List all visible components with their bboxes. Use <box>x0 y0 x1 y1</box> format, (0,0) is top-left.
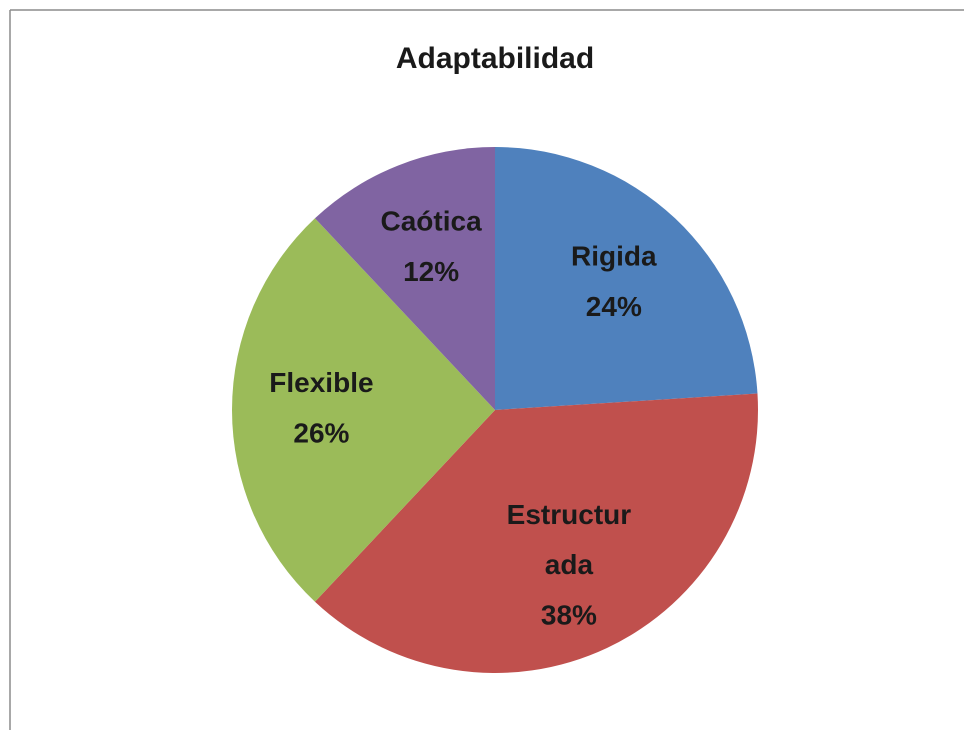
slice-category-label: Estructur ada <box>507 499 632 580</box>
slice-category-label: Caótica <box>381 206 483 237</box>
chart-title: Adaptabilidad <box>396 42 594 75</box>
slice-category-label: Rigida <box>571 241 657 272</box>
slice-value-label: 12% <box>403 256 459 287</box>
label-line: Estructur <box>507 499 632 530</box>
label-line: ada <box>545 549 594 580</box>
slice-value-label: 24% <box>586 291 642 322</box>
slice-value-label: 38% <box>541 599 597 630</box>
pie-slice <box>314 147 495 410</box>
label-line: Caótica <box>381 206 483 237</box>
pie-slice <box>495 147 758 410</box>
label-line: Flexible <box>269 367 373 398</box>
pie-slice <box>314 393 758 674</box>
slice-value-label: 26% <box>293 417 349 448</box>
pie-slice <box>231 218 495 602</box>
label-line: Rigida <box>571 241 657 272</box>
slice-category-label: Flexible <box>269 367 373 398</box>
